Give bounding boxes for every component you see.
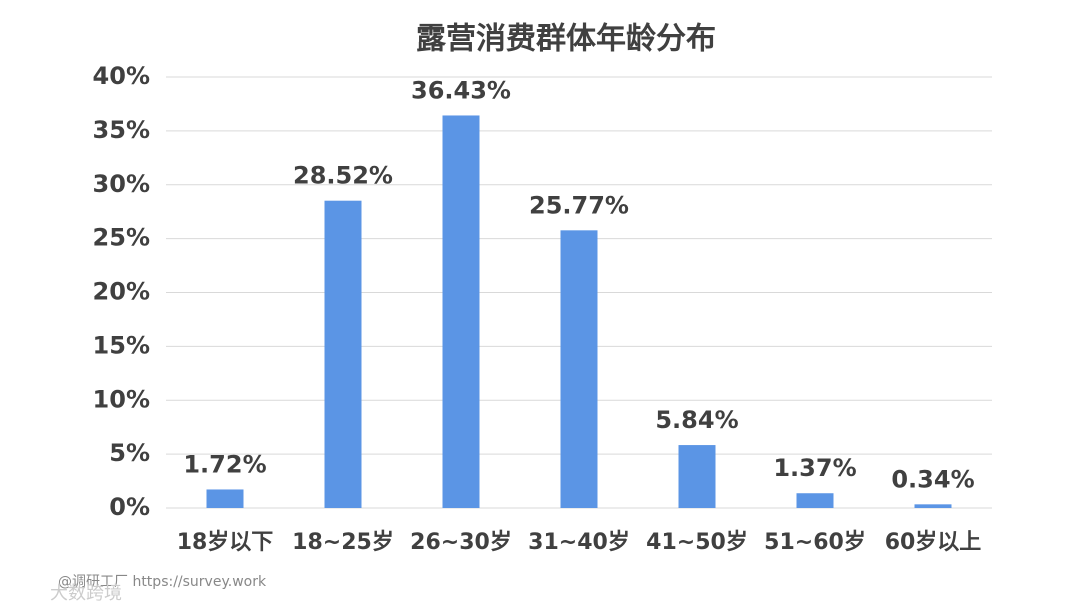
value-label: 1.37% [773, 454, 856, 482]
x-tick-label: 41~50岁 [646, 529, 748, 555]
y-tick-label: 30% [93, 170, 150, 198]
y-tick-label: 25% [93, 224, 150, 252]
value-label: 0.34% [891, 465, 974, 493]
x-tick-label: 26~30岁 [410, 529, 512, 555]
x-tick-label: 60岁以上 [885, 529, 982, 555]
bar [442, 115, 480, 509]
y-tick-label: 0% [109, 493, 150, 521]
y-tick-label: 5% [109, 439, 150, 467]
value-label: 5.84% [655, 406, 738, 434]
y-tick-label: 20% [93, 278, 150, 306]
x-tick-label: 18~25岁 [292, 529, 394, 555]
chart-title: 露营消费群体年龄分布 [416, 22, 716, 57]
bar [914, 504, 952, 508]
x-tick-label: 18岁以下 [177, 529, 274, 555]
y-tick-label: 10% [93, 385, 150, 413]
y-tick-label: 15% [93, 331, 150, 359]
value-label: 28.52% [293, 162, 393, 190]
y-tick-label: 40% [93, 62, 150, 90]
bar [324, 200, 362, 508]
x-tick-label: 51~60岁 [764, 529, 866, 555]
bar [796, 493, 834, 508]
logo: 大数跨境 [50, 583, 122, 604]
value-label: 1.72% [183, 450, 266, 478]
value-label: 25.77% [529, 191, 629, 219]
bar [206, 489, 244, 508]
bar [678, 445, 716, 508]
value-label: 36.43% [411, 76, 511, 104]
y-tick-label: 35% [93, 116, 150, 144]
watermark: @调研工厂 https://survey.work [58, 574, 267, 590]
bar [560, 230, 598, 508]
x-tick-label: 31~40岁 [528, 529, 630, 555]
